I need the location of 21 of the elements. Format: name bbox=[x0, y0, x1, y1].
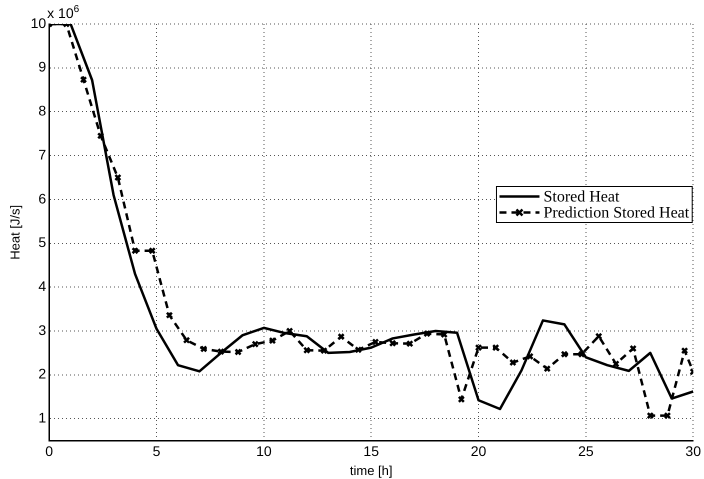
y-tick-label: 5 bbox=[38, 234, 46, 250]
y-tick-label: 4 bbox=[38, 278, 46, 294]
y-tick-label: 2 bbox=[38, 366, 46, 382]
y-tick-label: 3 bbox=[38, 322, 46, 338]
legend-label: Prediction Stored Heat bbox=[543, 204, 690, 222]
y-tick-label: 7 bbox=[38, 146, 46, 162]
y-tick-label: 9 bbox=[38, 58, 46, 75]
x-tick-label: 0 bbox=[45, 442, 54, 459]
y-tick-label: 1 bbox=[38, 410, 46, 426]
x-tick-label: 30 bbox=[685, 442, 702, 459]
x-axis-title: time [h] bbox=[350, 462, 393, 478]
y-tick-label: 10 bbox=[30, 14, 46, 31]
y-tick-label: 8 bbox=[38, 102, 46, 119]
x-tick-label: 25 bbox=[578, 442, 594, 459]
x-tick-label: 15 bbox=[363, 442, 380, 459]
y-tick-label: 6 bbox=[38, 190, 46, 206]
x-tick-label: 10 bbox=[256, 442, 272, 459]
legend-label: Stored Heat bbox=[543, 188, 620, 206]
x-tick-label: 20 bbox=[470, 442, 487, 459]
y-axis-title: Heat [J/s] bbox=[7, 204, 22, 260]
x-tick-label: 5 bbox=[152, 442, 161, 459]
